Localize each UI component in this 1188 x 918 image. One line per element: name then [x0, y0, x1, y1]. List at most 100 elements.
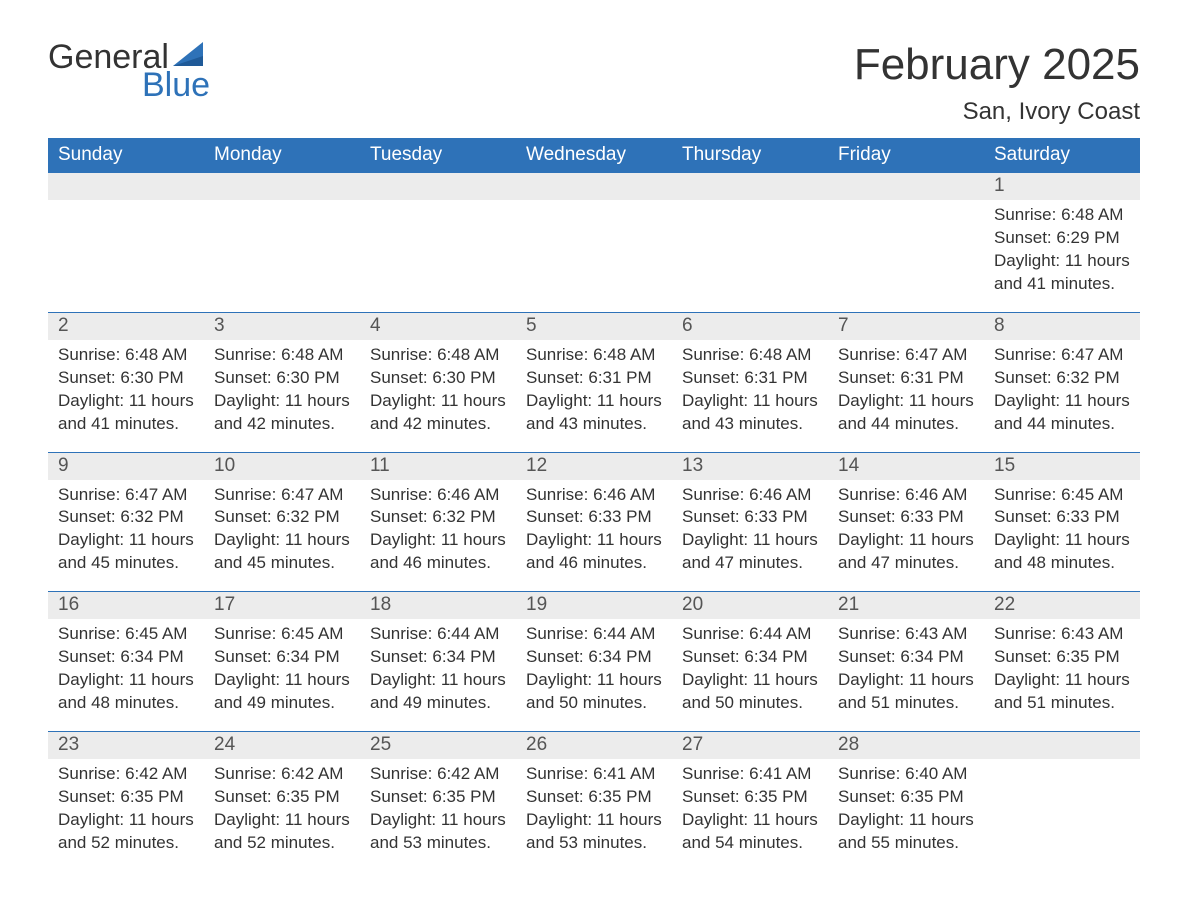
sunset-text: Sunset: 6:33 PM [994, 506, 1130, 529]
sunrise-text: Sunrise: 6:46 AM [370, 484, 506, 507]
day-number-row: 1 [48, 173, 1140, 200]
daylight-text: Daylight: 11 hours and 52 minutes. [214, 809, 350, 855]
daylight-text: Daylight: 11 hours and 44 minutes. [838, 390, 974, 436]
sunrise-text: Sunrise: 6:44 AM [682, 623, 818, 646]
day-detail-cell [516, 200, 672, 296]
header: General Blue February 2025 San, Ivory Co… [48, 40, 1140, 126]
day-number-cell: 7 [828, 313, 984, 340]
day-detail-cell [360, 200, 516, 296]
day-number-cell: 9 [48, 453, 204, 480]
daylight-text: Daylight: 11 hours and 43 minutes. [682, 390, 818, 436]
sunset-text: Sunset: 6:33 PM [682, 506, 818, 529]
sunset-text: Sunset: 6:30 PM [58, 367, 194, 390]
day-number-cell [48, 173, 204, 200]
sunset-text: Sunset: 6:34 PM [526, 646, 662, 669]
day-detail-cell: Sunrise: 6:46 AMSunset: 6:33 PMDaylight:… [828, 480, 984, 576]
day-number-cell: 10 [204, 453, 360, 480]
daylight-text: Daylight: 11 hours and 46 minutes. [370, 529, 506, 575]
day-number-cell: 23 [48, 732, 204, 759]
sunset-text: Sunset: 6:34 PM [214, 646, 350, 669]
daylight-text: Daylight: 11 hours and 55 minutes. [838, 809, 974, 855]
sunrise-text: Sunrise: 6:44 AM [526, 623, 662, 646]
day-number-cell: 22 [984, 592, 1140, 619]
location-label: San, Ivory Coast [854, 98, 1140, 126]
day-number-cell [360, 173, 516, 200]
day-detail-cell: Sunrise: 6:43 AMSunset: 6:34 PMDaylight:… [828, 619, 984, 715]
day-detail-cell: Sunrise: 6:48 AMSunset: 6:30 PMDaylight:… [204, 340, 360, 436]
day-header: Tuesday [360, 138, 516, 173]
day-number-cell: 21 [828, 592, 984, 619]
day-detail-cell: Sunrise: 6:46 AMSunset: 6:33 PMDaylight:… [516, 480, 672, 576]
calendar-week: 1Sunrise: 6:48 AMSunset: 6:29 PMDaylight… [48, 173, 1140, 296]
day-number-row: 16171819202122 [48, 592, 1140, 619]
daylight-text: Daylight: 11 hours and 43 minutes. [526, 390, 662, 436]
daylight-text: Daylight: 11 hours and 52 minutes. [58, 809, 194, 855]
day-detail-cell: Sunrise: 6:42 AMSunset: 6:35 PMDaylight:… [48, 759, 204, 855]
sunset-text: Sunset: 6:31 PM [526, 367, 662, 390]
calendar-week: 232425262728Sunrise: 6:42 AMSunset: 6:35… [48, 731, 1140, 855]
daylight-text: Daylight: 11 hours and 47 minutes. [682, 529, 818, 575]
day-detail-cell: Sunrise: 6:48 AMSunset: 6:31 PMDaylight:… [516, 340, 672, 436]
day-number-cell [672, 173, 828, 200]
sunrise-text: Sunrise: 6:48 AM [682, 344, 818, 367]
day-detail-cell [48, 200, 204, 296]
day-number-cell: 16 [48, 592, 204, 619]
sunset-text: Sunset: 6:35 PM [370, 786, 506, 809]
day-detail-cell: Sunrise: 6:43 AMSunset: 6:35 PMDaylight:… [984, 619, 1140, 715]
day-detail-cell [984, 759, 1140, 855]
day-detail-cell: Sunrise: 6:41 AMSunset: 6:35 PMDaylight:… [672, 759, 828, 855]
day-header: Wednesday [516, 138, 672, 173]
day-header: Sunday [48, 138, 204, 173]
calendar: Sunday Monday Tuesday Wednesday Thursday… [48, 138, 1140, 855]
sunset-text: Sunset: 6:34 PM [838, 646, 974, 669]
sunset-text: Sunset: 6:35 PM [214, 786, 350, 809]
sunrise-text: Sunrise: 6:42 AM [370, 763, 506, 786]
day-detail-row: Sunrise: 6:42 AMSunset: 6:35 PMDaylight:… [48, 759, 1140, 855]
sunset-text: Sunset: 6:34 PM [58, 646, 194, 669]
sunset-text: Sunset: 6:32 PM [370, 506, 506, 529]
day-detail-cell: Sunrise: 6:41 AMSunset: 6:35 PMDaylight:… [516, 759, 672, 855]
sunrise-text: Sunrise: 6:47 AM [214, 484, 350, 507]
daylight-text: Daylight: 11 hours and 46 minutes. [526, 529, 662, 575]
sunrise-text: Sunrise: 6:45 AM [994, 484, 1130, 507]
day-detail-cell: Sunrise: 6:45 AMSunset: 6:33 PMDaylight:… [984, 480, 1140, 576]
sunrise-text: Sunrise: 6:47 AM [58, 484, 194, 507]
day-detail-row: Sunrise: 6:47 AMSunset: 6:32 PMDaylight:… [48, 480, 1140, 576]
sunset-text: Sunset: 6:32 PM [214, 506, 350, 529]
brand-word-2: Blue [142, 68, 210, 102]
day-header: Saturday [984, 138, 1140, 173]
daylight-text: Daylight: 11 hours and 41 minutes. [994, 250, 1130, 296]
daylight-text: Daylight: 11 hours and 49 minutes. [214, 669, 350, 715]
day-number-cell: 1 [984, 173, 1140, 200]
day-detail-cell: Sunrise: 6:42 AMSunset: 6:35 PMDaylight:… [360, 759, 516, 855]
day-number-cell: 25 [360, 732, 516, 759]
day-detail-cell [672, 200, 828, 296]
daylight-text: Daylight: 11 hours and 51 minutes. [838, 669, 974, 715]
day-number-row: 232425262728 [48, 732, 1140, 759]
day-number-cell: 4 [360, 313, 516, 340]
sunrise-text: Sunrise: 6:47 AM [994, 344, 1130, 367]
sunrise-text: Sunrise: 6:43 AM [838, 623, 974, 646]
day-detail-cell: Sunrise: 6:47 AMSunset: 6:32 PMDaylight:… [48, 480, 204, 576]
sunrise-text: Sunrise: 6:42 AM [58, 763, 194, 786]
daylight-text: Daylight: 11 hours and 49 minutes. [370, 669, 506, 715]
day-number-cell: 13 [672, 453, 828, 480]
month-title: February 2025 [854, 40, 1140, 90]
daylight-text: Daylight: 11 hours and 48 minutes. [994, 529, 1130, 575]
day-number-cell: 15 [984, 453, 1140, 480]
sunset-text: Sunset: 6:35 PM [526, 786, 662, 809]
day-detail-cell: Sunrise: 6:45 AMSunset: 6:34 PMDaylight:… [204, 619, 360, 715]
day-number-cell [984, 732, 1140, 759]
sunrise-text: Sunrise: 6:48 AM [370, 344, 506, 367]
sunset-text: Sunset: 6:34 PM [370, 646, 506, 669]
day-number-cell [204, 173, 360, 200]
day-number-cell [828, 173, 984, 200]
sunset-text: Sunset: 6:32 PM [994, 367, 1130, 390]
day-detail-cell: Sunrise: 6:44 AMSunset: 6:34 PMDaylight:… [516, 619, 672, 715]
day-number-cell [516, 173, 672, 200]
sunrise-text: Sunrise: 6:46 AM [838, 484, 974, 507]
day-detail-row: Sunrise: 6:48 AM Sunset: 6:30 PM Daylight:… [48, 340, 1140, 436]
day-header: Friday [828, 138, 984, 173]
sunset-text: Sunset: 6:31 PM [838, 367, 974, 390]
title-block: February 2025 San, Ivory Coast [854, 40, 1140, 126]
